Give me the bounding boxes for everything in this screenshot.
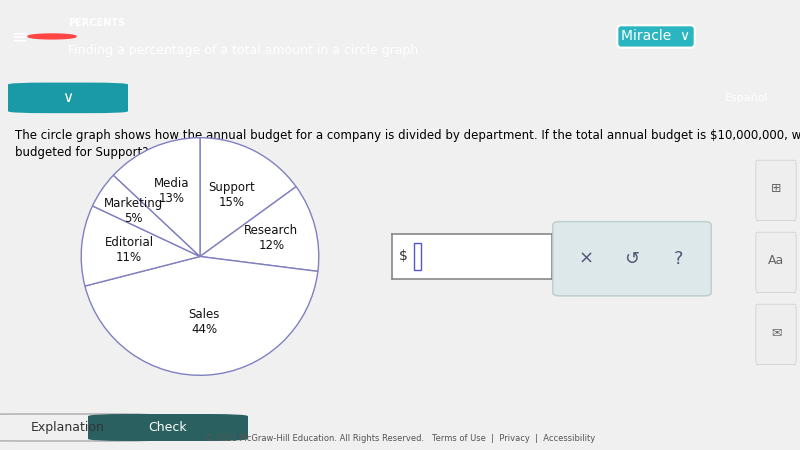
FancyBboxPatch shape [414,243,421,270]
FancyBboxPatch shape [553,222,711,296]
Text: ∨: ∨ [62,90,74,105]
Text: Check: Check [149,421,187,434]
Text: $: $ [398,249,408,264]
Text: Research
12%: Research 12% [244,224,298,252]
Wedge shape [114,138,200,256]
Text: Sales
44%: Sales 44% [189,308,220,336]
Text: ×: × [578,250,594,268]
Text: ?: ? [674,250,683,268]
Wedge shape [200,138,296,256]
FancyBboxPatch shape [756,160,796,220]
Text: Marketing
5%: Marketing 5% [103,197,163,225]
Text: ↺: ↺ [625,250,639,268]
Text: ✉: ✉ [770,327,782,339]
FancyBboxPatch shape [8,83,128,113]
Wedge shape [85,256,318,375]
Text: Finding a percentage of a total amount in a circle graph: Finding a percentage of a total amount i… [68,44,418,57]
Text: Aa: Aa [768,255,784,267]
Text: © 2021 McGraw-Hill Education. All Rights Reserved.   Terms of Use  |  Privacy  |: © 2021 McGraw-Hill Education. All Rights… [205,434,595,443]
Circle shape [28,34,76,39]
Text: The circle graph shows how the annual budget for a company is divided by departm: The circle graph shows how the annual bu… [15,129,800,158]
Text: Media
13%: Media 13% [154,177,190,205]
FancyBboxPatch shape [756,232,796,292]
Text: ⊞: ⊞ [770,183,782,195]
Text: Español: Español [724,93,768,103]
Wedge shape [82,206,200,286]
Text: Miracle  ∨: Miracle ∨ [622,29,690,44]
Wedge shape [200,187,318,271]
Text: Editorial
11%: Editorial 11% [105,236,154,264]
FancyBboxPatch shape [756,304,796,365]
FancyBboxPatch shape [88,414,248,441]
Text: ≡: ≡ [12,27,28,46]
Wedge shape [93,175,200,256]
Text: PERCENTS: PERCENTS [68,18,125,28]
Text: Support
15%: Support 15% [208,181,254,209]
Text: Explanation: Explanation [31,421,105,434]
FancyBboxPatch shape [0,414,160,441]
